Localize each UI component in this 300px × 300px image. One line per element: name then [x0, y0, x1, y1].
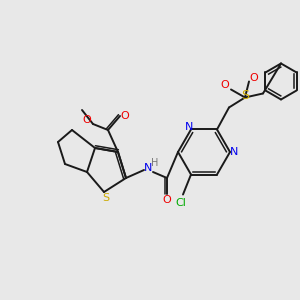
Text: N: N [144, 163, 152, 173]
Text: N: N [185, 122, 193, 133]
Text: H: H [151, 158, 159, 168]
Text: O: O [163, 195, 171, 205]
Text: Cl: Cl [176, 197, 186, 208]
Text: S: S [241, 89, 249, 102]
Text: O: O [250, 74, 258, 83]
Text: O: O [121, 111, 129, 121]
Text: O: O [82, 115, 91, 125]
Text: O: O [220, 80, 230, 91]
Text: N: N [230, 147, 238, 157]
Text: S: S [102, 193, 110, 203]
